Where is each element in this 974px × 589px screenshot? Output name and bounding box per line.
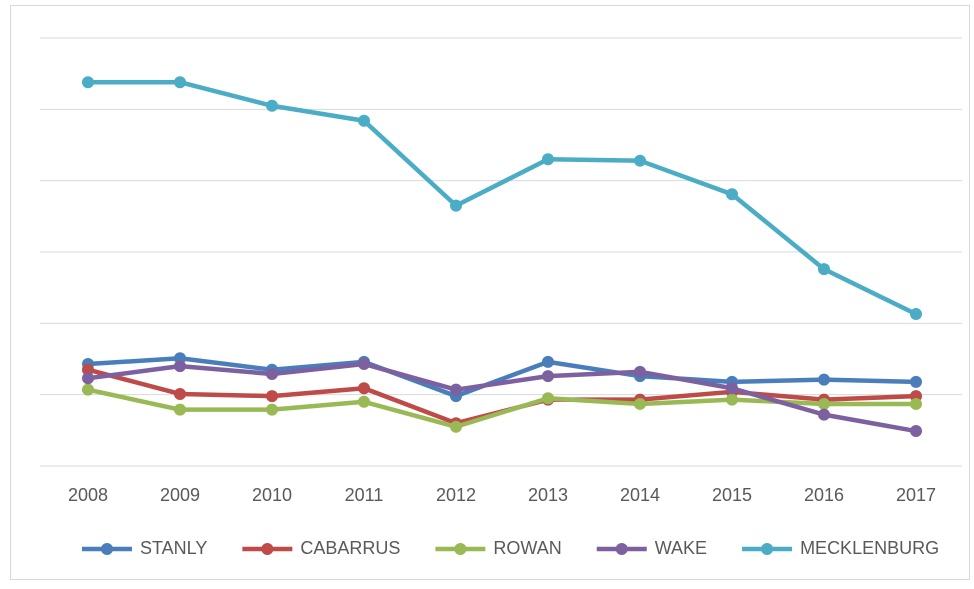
x-tick-label: 2017: [896, 485, 936, 505]
data-point: [726, 188, 738, 201]
x-tick-label: 2008: [68, 485, 108, 505]
legend-label: MECKLENBURG: [800, 538, 939, 558]
legend-marker: [615, 543, 628, 555]
data-point: [174, 76, 186, 89]
data-point: [450, 199, 462, 212]
legend-marker: [101, 543, 113, 555]
data-point: [726, 393, 738, 406]
x-tick-label: 2016: [804, 485, 844, 505]
data-point: [82, 363, 94, 376]
data-point: [266, 403, 278, 416]
data-point: [910, 375, 922, 388]
data-point: [542, 370, 554, 383]
data-point: [910, 425, 922, 438]
data-point: [542, 153, 554, 166]
data-point: [358, 357, 370, 370]
data-point: [818, 373, 830, 386]
legend-label: ROWAN: [493, 538, 561, 558]
data-point: [726, 382, 738, 395]
data-point: [450, 383, 462, 396]
data-point: [542, 392, 554, 405]
data-point: [634, 154, 646, 167]
x-tick-label: 2014: [620, 485, 660, 505]
data-point: [266, 367, 278, 380]
legend-marker: [454, 543, 467, 555]
data-point: [174, 360, 186, 373]
chart-border: [10, 5, 970, 580]
data-point: [910, 397, 922, 410]
legend-label: WAKE: [655, 538, 707, 558]
series-line: [87, 356, 917, 399]
data-point: [634, 397, 646, 410]
x-tick-label: 2011: [345, 485, 384, 505]
legend-marker: [761, 543, 774, 555]
data-point: [174, 403, 186, 416]
data-point: [910, 308, 922, 321]
data-point: [358, 395, 370, 408]
x-tick-label: 2013: [528, 485, 568, 505]
data-point: [358, 114, 370, 127]
legend-marker: [261, 543, 274, 555]
data-point: [82, 383, 94, 396]
data-point: [634, 365, 646, 378]
data-point: [818, 408, 830, 421]
data-point: [82, 372, 94, 385]
data-point: [818, 263, 830, 276]
data-point: [358, 382, 370, 395]
legend-label: STANLY: [140, 538, 207, 558]
series-line: [88, 79, 917, 317]
data-point: [450, 420, 462, 433]
data-point: [174, 387, 186, 400]
x-tick-label: 2012: [436, 485, 476, 505]
x-tick-label: 2009: [160, 485, 200, 505]
x-tick-label: 2010: [252, 485, 292, 505]
data-point: [266, 390, 278, 403]
data-point: [266, 99, 278, 112]
data-point: [542, 355, 554, 368]
data-point: [818, 397, 830, 410]
series-line: [87, 361, 917, 434]
x-tick-label: 2015: [712, 485, 752, 505]
data-point: [82, 76, 94, 89]
legend-label: CABARRUS: [300, 538, 400, 558]
